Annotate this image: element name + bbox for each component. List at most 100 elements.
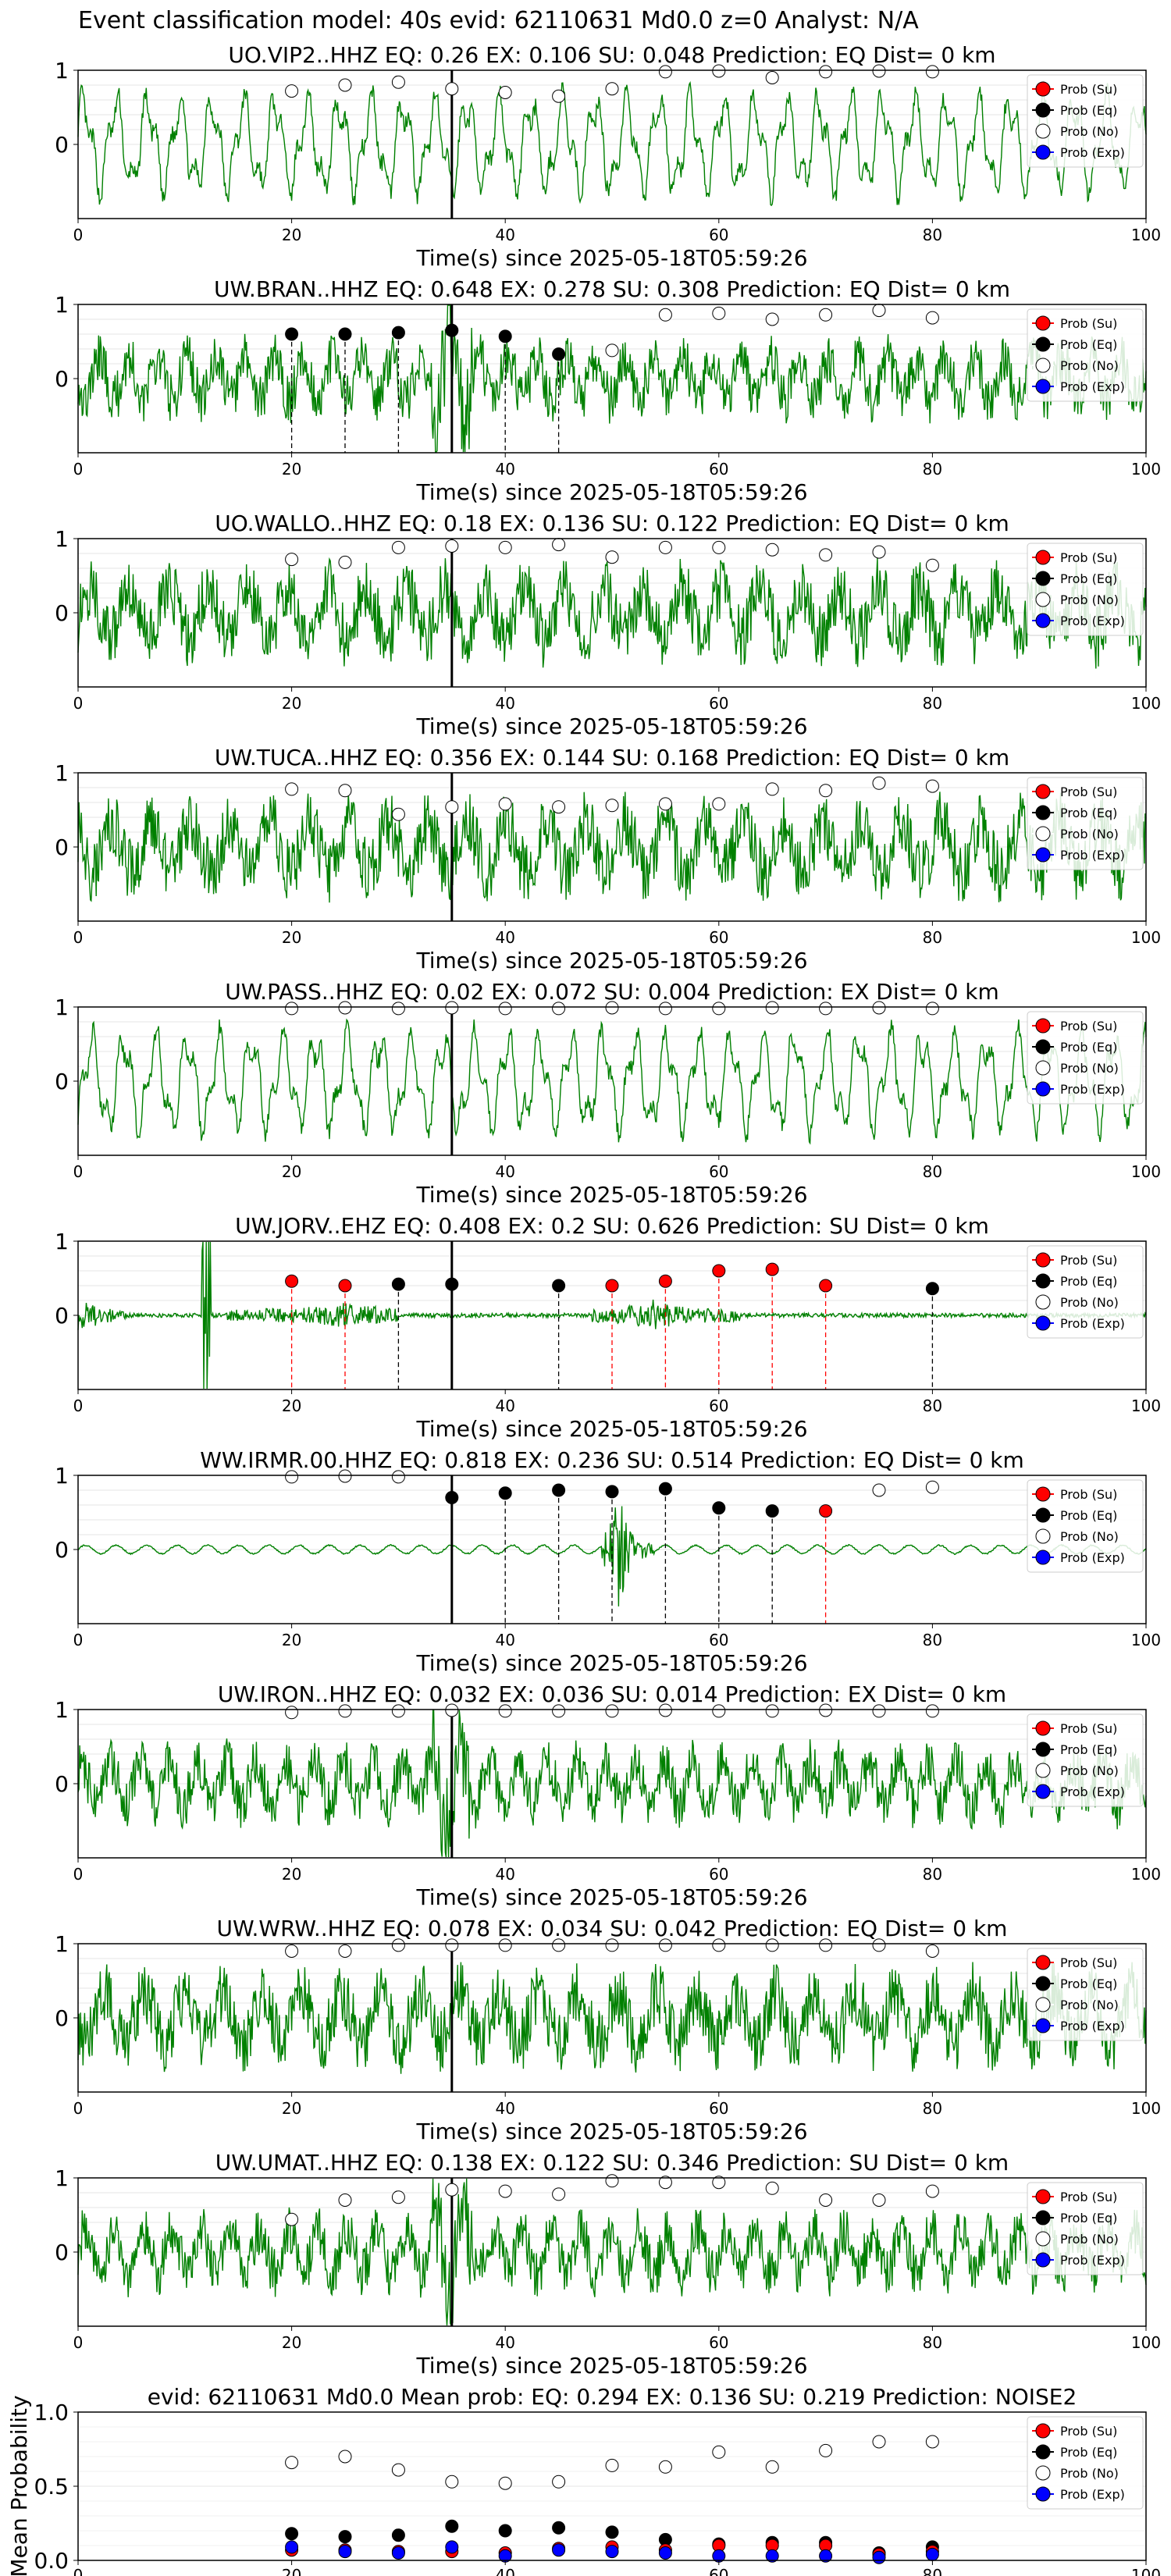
x-axis-label: Time(s) since 2025-05-18T05:59:26 [415,479,807,505]
x-tick-label: 20 [282,928,301,947]
prob-point-no [819,784,833,798]
mean-point-no [445,2475,459,2489]
x-tick-label: 40 [495,1162,514,1181]
mean-point-no [338,2450,352,2464]
mean-point-no [765,2460,779,2474]
prob-point-no [338,2194,352,2207]
x-axis-label: Time(s) since 2025-05-18T05:59:26 [415,1416,807,1442]
legend-eq: Prob (Eq) [1060,1040,1117,1055]
prob-point-no [872,2194,886,2207]
prob-point-su [605,1279,619,1293]
prob-point-no [605,2174,619,2188]
prob-point-su [285,1274,299,1288]
x-axis-label: Time(s) since 2025-05-18T05:59:26 [415,245,807,271]
x-tick-label: 20 [282,1631,301,1649]
legend-marker-exp [1035,1315,1051,1331]
prob-point-no [605,82,619,96]
x-tick-label: 20 [282,2566,301,2576]
legend-eq: Prob (Eq) [1060,1274,1117,1289]
legend-no: Prob (No) [1060,2466,1119,2481]
panel-uo-vip2-hhz: UO.VIP2..HHZ EQ: 0.26 EX: 0.106 SU: 0.04… [55,42,1161,271]
mean-point-eq [605,2525,619,2539]
legend-marker-no [1035,2465,1051,2481]
legend-su: Prob (Su) [1060,1721,1117,1736]
x-tick-label: 80 [923,1631,942,1649]
legend-marker-eq [1035,2210,1051,2226]
prob-point-no [712,797,726,811]
y-tick-label: 0 [55,2240,69,2265]
prob-point-no [445,2183,459,2197]
panel-uw-wrw-hhz: UW.WRW..HHZ EQ: 0.078 EX: 0.034 SU: 0.04… [55,1916,1161,2144]
prob-point-no [872,776,886,790]
prob-point-no [445,800,459,814]
prob-point-no [498,797,512,811]
x-axis-label: Time(s) since 2025-05-18T05:59:26 [415,2119,807,2144]
legend-exp: Prob (Exp) [1060,1082,1125,1097]
legend-marker-su [1035,2423,1051,2439]
x-tick-label: 20 [282,226,301,244]
y-tick-label: 0 [55,2005,69,2031]
legend-marker-su [1035,1720,1051,1736]
mean-point-exp [338,2545,352,2559]
prob-point-no [765,71,779,84]
prob-point-no [765,2181,779,2195]
prob-point-no [498,1002,512,1016]
legend-marker-no [1035,826,1051,841]
waveform-trace [77,1710,1147,1858]
mean-point-no [498,2476,512,2490]
prob-point-no [338,78,352,92]
panel-title: UW.TUCA..HHZ EQ: 0.356 EX: 0.144 SU: 0.1… [215,745,1009,770]
legend-marker-su [1035,1252,1051,1268]
prob-point-no [712,306,726,320]
panel-title: WW.IRMR.00.HHZ EQ: 0.818 EX: 0.236 SU: 0… [200,1447,1024,1473]
x-tick-label: 60 [709,2099,728,2118]
x-tick-label: 40 [495,226,514,244]
prob-point-no [872,1704,886,1718]
prob-point-no [338,555,352,569]
legend-box [1027,1713,1144,1807]
prob-point-no [765,1001,779,1015]
prob-point-eq [498,1486,512,1500]
legend-marker-eq [1035,336,1051,352]
legend-box [1027,543,1144,636]
x-tick-label: 40 [495,1631,514,1649]
legend-marker-no [1035,1997,1051,2012]
prob-point-no [925,1704,939,1718]
prob-point-su [712,1264,726,1278]
mean-point-exp [552,2543,566,2557]
legend-box [1027,1011,1144,1105]
prob-point-no [445,1938,459,1952]
y-tick-label: 0 [55,1069,69,1094]
prob-point-no [925,2184,939,2198]
legend-su: Prob (Su) [1060,785,1117,799]
prob-point-eq [552,347,566,361]
legend-marker-su [1035,1955,1051,1970]
prob-point-no [819,1938,833,1952]
legend-marker-su [1035,2189,1051,2204]
x-tick-label: 60 [709,694,728,713]
x-axis-label: Time(s) since 2025-05-18T05:59:26 [415,713,807,739]
prob-point-no [285,1706,299,1720]
legend-no: Prob (No) [1060,1295,1119,1310]
x-axis-label: Time(s) since 2025-05-18T05:59:26 [415,1182,807,1208]
prob-point-eq [338,327,352,341]
panel-uw-jorv-ehz: UW.JORV..EHZ EQ: 0.408 EX: 0.2 SU: 0.626… [55,1213,1161,1442]
legend-exp: Prob (Exp) [1060,1316,1125,1331]
legend-su: Prob (Su) [1060,1955,1117,1970]
mean-point-no [819,2443,833,2457]
legend-box [1027,777,1144,870]
panel-title: UO.WALLO..HHZ EQ: 0.18 EX: 0.136 SU: 0.1… [215,511,1009,536]
legend-marker-no [1035,2231,1051,2247]
legend-no: Prob (No) [1060,592,1119,607]
x-tick-label: 40 [495,1397,514,1415]
prob-point-no [285,2212,299,2226]
x-tick-label: 100 [1131,2333,1161,2352]
prob-point-no [391,540,405,554]
x-tick-label: 60 [709,1162,728,1181]
prob-point-no [819,1703,833,1717]
legend-marker-eq [1035,2444,1051,2460]
x-tick-label: 0 [73,226,84,244]
prob-point-no [552,89,566,103]
prob-point-no [498,1938,512,1952]
legend-exp: Prob (Exp) [1060,2487,1125,2502]
